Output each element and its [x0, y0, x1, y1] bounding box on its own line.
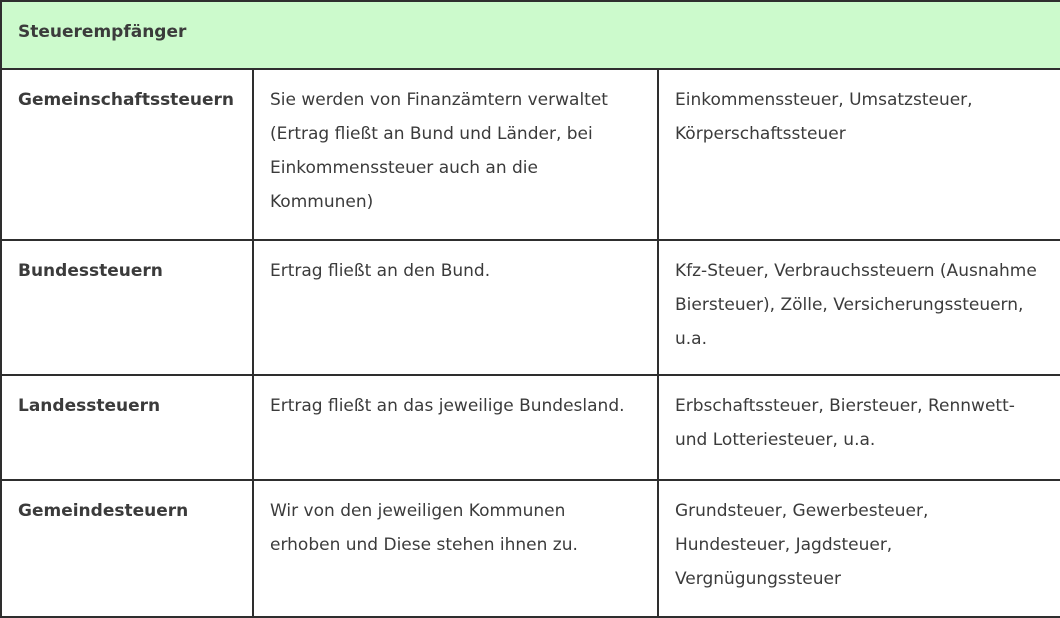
- category-cell: Landessteuern: [0, 374, 254, 482]
- table-title: Steuerempfänger: [0, 0, 1060, 70]
- table-row: Landessteuern Ertrag fließt an das jewei…: [0, 374, 1060, 482]
- description-cell: Ertrag fließt an den Bund.: [252, 238, 659, 377]
- table-row: Gemeindesteuern Wir von den jeweiligen K…: [0, 479, 1060, 618]
- table-row: Bundessteuern Ertrag fließt an den Bund.…: [0, 238, 1060, 377]
- examples-cell: Kfz-Steuer, Verbrauchssteuern (Ausnahme …: [656, 238, 1060, 377]
- category-cell: Gemeinschaftssteuern: [0, 68, 254, 241]
- description-cell: Ertrag fließt an das jeweilige Bundeslan…: [252, 374, 659, 482]
- category-cell: Bundessteuern: [0, 238, 254, 377]
- examples-cell: Grundsteuer, Gewerbesteuer, Hundesteuer,…: [656, 479, 1060, 618]
- description-cell: Sie werden von Finanzämtern verwaltet (E…: [252, 68, 659, 241]
- description-cell: Wir von den jeweiligen Kommunen erhoben …: [252, 479, 659, 618]
- examples-cell: Einkommenssteuer, Umsatzsteuer, Körpersc…: [656, 68, 1060, 241]
- table-row: Gemeinschaftssteuern Sie werden von Fina…: [0, 68, 1060, 241]
- table-header-row: Steuerempfänger: [0, 0, 1060, 70]
- category-cell: Gemeindesteuern: [0, 479, 254, 618]
- examples-cell: Erbschaftssteuer, Biersteuer, Rennwett- …: [656, 374, 1060, 482]
